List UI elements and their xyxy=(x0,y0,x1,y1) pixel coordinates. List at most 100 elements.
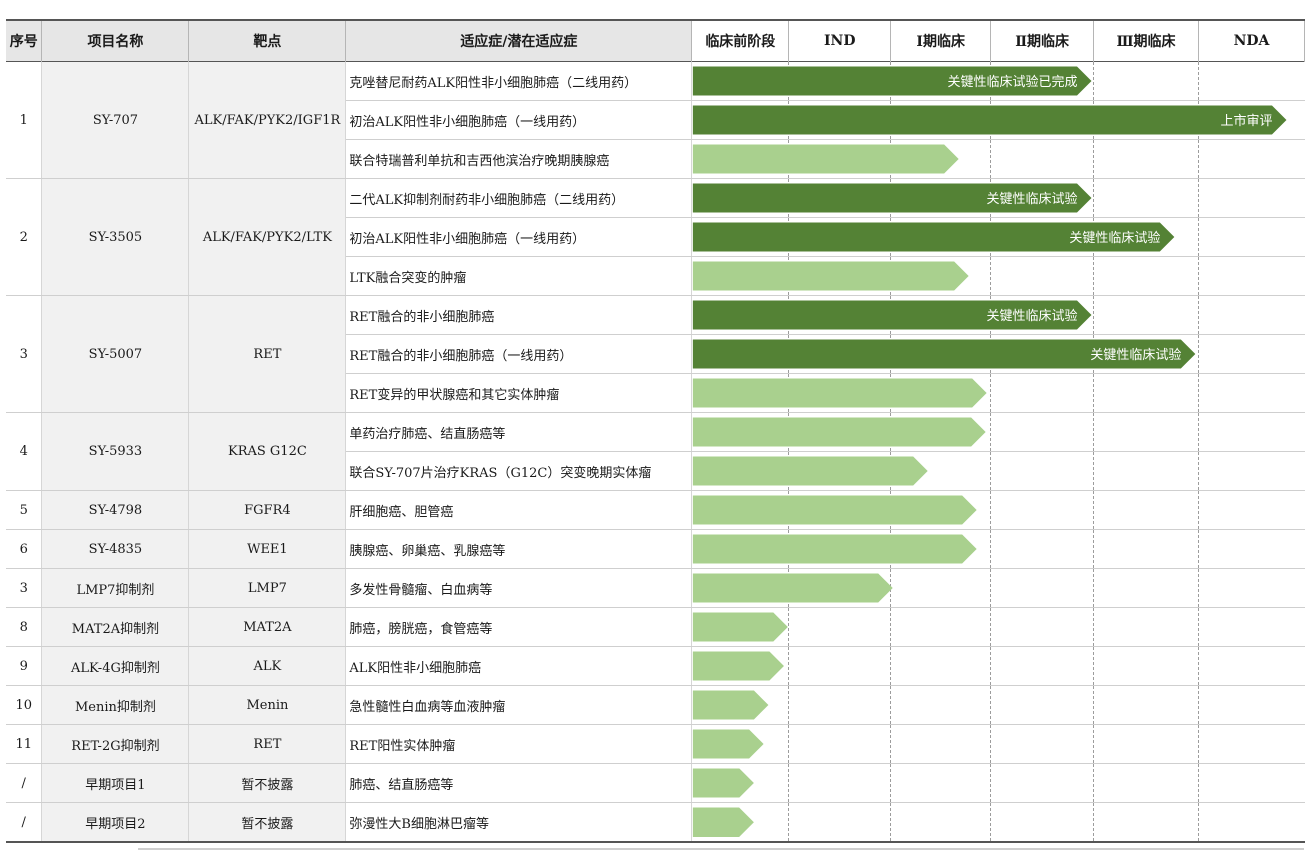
project-target: ALK xyxy=(188,646,347,686)
stage-cell xyxy=(1198,685,1305,725)
stage-cell xyxy=(890,763,992,803)
project-name: SY-707 xyxy=(41,61,190,179)
table-row: 6 SY-4835 WEE1 胰腺癌、卵巢癌、乳腺癌等 xyxy=(6,529,1305,569)
stage-cell xyxy=(1093,412,1199,452)
stage-cell xyxy=(1198,763,1305,803)
indication-cell: LTK融合突变的肿瘤 xyxy=(345,256,693,296)
header-stage-phase2: Ⅱ期临床 xyxy=(990,20,1095,62)
indication-cell: 肺癌、结直肠癌等 xyxy=(345,763,693,803)
stage-cell xyxy=(1198,139,1305,179)
stage-cell xyxy=(691,802,790,843)
stage-cell xyxy=(990,763,1095,803)
project-target: ALK/FAK/PYK2/LTK xyxy=(188,178,347,296)
stage-cell xyxy=(788,178,892,218)
bottom-rule xyxy=(138,848,1304,850)
stage-cell xyxy=(990,100,1095,140)
stage-cell xyxy=(990,256,1095,296)
stage-cell xyxy=(691,334,790,374)
header-stage-ind: IND xyxy=(788,20,892,62)
stage-cell xyxy=(788,568,892,608)
indication-cell: RET融合的非小细胞肺癌（一线用药） xyxy=(345,334,693,374)
table-row: 5 SY-4798 FGFR4 肝细胞癌、胆管癌 xyxy=(6,490,1305,530)
table-row: 10 Menin抑制剂 Menin 急性髓性白血病等血液肿瘤 xyxy=(6,685,1305,725)
stage-cell xyxy=(788,802,892,843)
stage-cell xyxy=(691,100,790,140)
stage-cell xyxy=(1093,373,1199,413)
project-number: 5 xyxy=(6,490,43,530)
stage-cell xyxy=(691,529,790,569)
stage-cell xyxy=(990,685,1095,725)
indication-cell: 联合SY-707片治疗KRAS（G12C）突变晚期实体瘤 xyxy=(345,451,693,491)
stage-cell xyxy=(990,178,1095,218)
table-row: 2 SY-3505 ALK/FAK/PYK2/LTK 二代ALK抑制剂耐药非小细胞肺癌… xyxy=(6,178,1305,296)
header-stage-phase1: Ⅰ期临床 xyxy=(890,20,992,62)
stage-cell xyxy=(1198,373,1305,413)
stage-cell xyxy=(990,802,1095,843)
stage-cell xyxy=(890,490,992,530)
indication-cell: 多发性骨髓瘤、白血病等 xyxy=(345,568,693,608)
indication-cell: RET变异的甲状腺癌和其它实体肿瘤 xyxy=(345,373,693,413)
header-stage-phase3: Ⅲ期临床 xyxy=(1093,20,1199,62)
header-stage-preclinical: 临床前阶段 xyxy=(691,20,790,62)
project-name: SY-5933 xyxy=(41,412,190,491)
project-target: 暂不披露 xyxy=(188,802,347,843)
stage-cell xyxy=(990,529,1095,569)
stage-cell xyxy=(890,139,992,179)
table-row: / 早期项目2 暂不披露 弥漫性大B细胞淋巴瘤等 xyxy=(6,802,1305,843)
stage-cell xyxy=(890,100,992,140)
project-name: SY-4798 xyxy=(41,490,190,530)
project-name: LMP7抑制剂 xyxy=(41,568,190,608)
project-number: 8 xyxy=(6,607,43,647)
project-target: 暂不披露 xyxy=(188,763,347,803)
project-number: 3 xyxy=(6,568,43,608)
indication-cell: 肺癌，膀胱癌，食管癌等 xyxy=(345,607,693,647)
project-target: LMP7 xyxy=(188,568,347,608)
stage-cell xyxy=(788,412,892,452)
project-target: ALK/FAK/PYK2/IGF1R xyxy=(188,61,347,179)
table-row: 1 SY-707 ALK/FAK/PYK2/IGF1R 克唑替尼耐药ALK阳性非小细胞… xyxy=(6,61,1305,179)
stage-cell xyxy=(990,412,1095,452)
stage-cell xyxy=(890,217,992,257)
indication-cell: 初治ALK阳性非小细胞肺癌（一线用药） xyxy=(345,100,693,140)
indication-cell: RET融合的非小细胞肺癌 xyxy=(345,295,693,335)
stage-cell xyxy=(890,685,992,725)
header-indication: 适应症/潜在适应症 xyxy=(345,20,693,62)
table-row: 3 LMP7抑制剂 LMP7 多发性骨髓瘤、白血病等 xyxy=(6,568,1305,608)
header-target: 靶点 xyxy=(188,20,347,62)
stage-cell xyxy=(788,217,892,257)
stage-cell xyxy=(1198,412,1305,452)
stage-cell xyxy=(1198,334,1305,374)
stage-cell xyxy=(1198,295,1305,335)
stage-cell xyxy=(990,451,1095,491)
stage-cell xyxy=(1093,295,1199,335)
stage-cell xyxy=(890,256,992,296)
stage-cell xyxy=(788,529,892,569)
stage-cell xyxy=(788,334,892,374)
stage-cell xyxy=(890,295,992,335)
project-target: RET xyxy=(188,295,347,413)
stage-cell xyxy=(890,646,992,686)
stage-cell xyxy=(788,100,892,140)
stage-cell xyxy=(890,373,992,413)
stage-cell xyxy=(990,646,1095,686)
stage-cell xyxy=(990,607,1095,647)
stage-cell xyxy=(1093,568,1199,608)
indication-cell: 弥漫性大B细胞淋巴瘤等 xyxy=(345,802,693,843)
stage-cell xyxy=(990,568,1095,608)
stage-cell xyxy=(890,568,992,608)
indication-cell: 联合特瑞普利单抗和吉西他滨治疗晚期胰腺癌 xyxy=(345,139,693,179)
stage-cell xyxy=(691,607,790,647)
stage-cell xyxy=(691,139,790,179)
stage-cell xyxy=(990,139,1095,179)
table-row: 8 MAT2A抑制剂 MAT2A 肺癌，膀胱癌，食管癌等 xyxy=(6,607,1305,647)
stage-cell xyxy=(788,724,892,764)
indication-cell: 克唑替尼耐药ALK阳性非小细胞肺癌（二线用药） xyxy=(345,61,693,101)
stage-cell xyxy=(1093,451,1199,491)
stage-cell xyxy=(990,373,1095,413)
stage-cell xyxy=(691,685,790,725)
stage-cell xyxy=(1198,724,1305,764)
stage-cell xyxy=(691,490,790,530)
pipeline-table-container: 序号 项目名称 靶点 适应症/潜在适应症 临床前阶段 IND Ⅰ期临床 Ⅱ期临床… xyxy=(6,19,1305,843)
project-number: 11 xyxy=(6,724,43,764)
stage-cell xyxy=(890,178,992,218)
